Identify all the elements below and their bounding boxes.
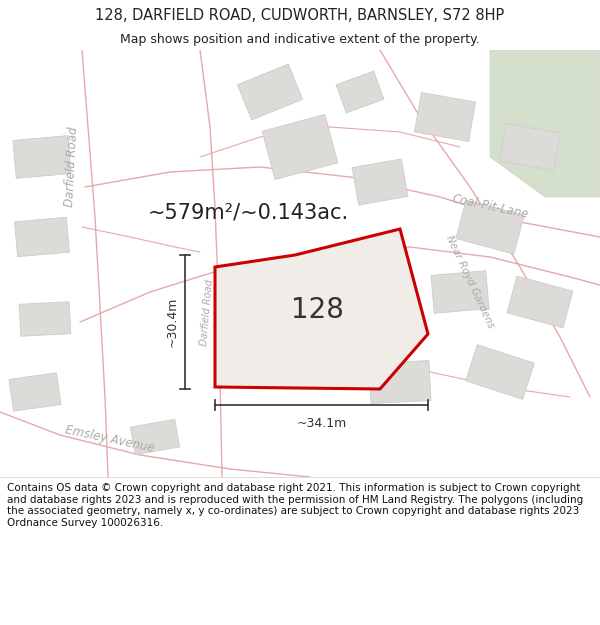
- Polygon shape: [490, 50, 600, 197]
- Text: ~579m²/~0.143ac.: ~579m²/~0.143ac.: [148, 202, 349, 222]
- Text: ~30.4m: ~30.4m: [166, 297, 179, 348]
- Text: ~34.1m: ~34.1m: [296, 417, 347, 430]
- Text: 128, DARFIELD ROAD, CUDWORTH, BARNSLEY, S72 8HP: 128, DARFIELD ROAD, CUDWORTH, BARNSLEY, …: [95, 8, 505, 22]
- Text: Map shows position and indicative extent of the property.: Map shows position and indicative extent…: [120, 32, 480, 46]
- Bar: [415, 92, 476, 141]
- Bar: [456, 200, 524, 254]
- Bar: [369, 361, 431, 404]
- Bar: [500, 124, 560, 171]
- Text: Near Royd Gardens: Near Royd Gardens: [444, 234, 496, 330]
- Bar: [507, 276, 573, 328]
- Bar: [19, 302, 71, 336]
- Bar: [262, 114, 338, 179]
- Text: Emsley Avenue: Emsley Avenue: [64, 423, 156, 455]
- Bar: [238, 64, 302, 120]
- Polygon shape: [215, 229, 428, 389]
- Bar: [336, 71, 384, 113]
- Text: Darfield Road: Darfield Road: [199, 278, 215, 346]
- Text: Coal-Pit-Lane: Coal-Pit-Lane: [451, 192, 529, 221]
- Text: 128: 128: [291, 296, 344, 324]
- Bar: [466, 344, 535, 399]
- Text: Contains OS data © Crown copyright and database right 2021. This information is : Contains OS data © Crown copyright and d…: [7, 483, 583, 528]
- Bar: [9, 373, 61, 411]
- Bar: [130, 419, 179, 455]
- Bar: [431, 271, 489, 313]
- Bar: [14, 217, 70, 257]
- Bar: [352, 159, 408, 205]
- Bar: [358, 288, 422, 336]
- Text: Coal Pit Lane: Coal Pit Lane: [262, 242, 338, 281]
- Bar: [274, 263, 346, 321]
- Text: Darfield Road: Darfield Road: [64, 126, 80, 208]
- Bar: [13, 136, 71, 178]
